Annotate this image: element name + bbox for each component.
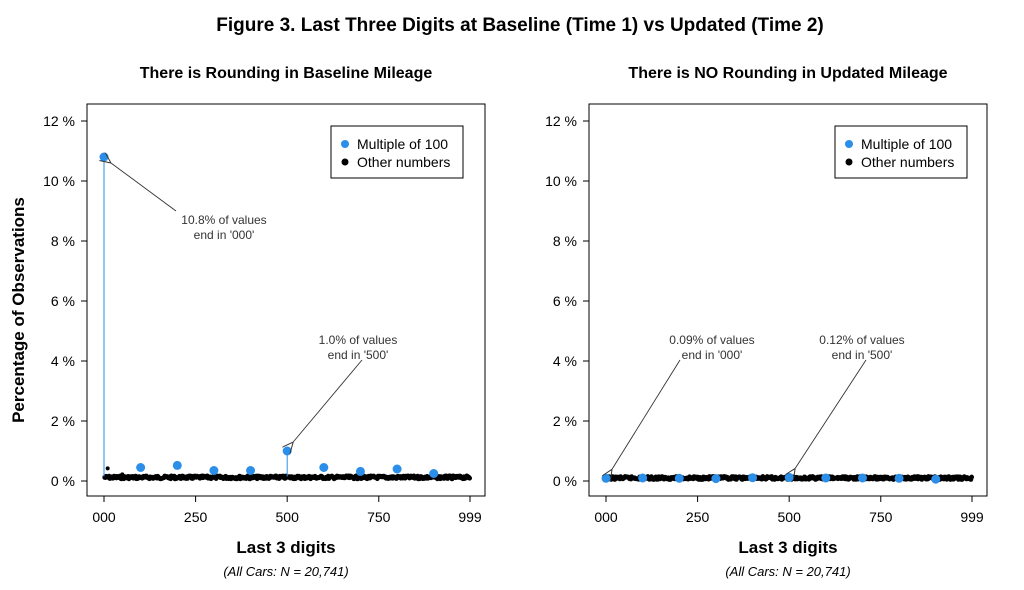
multiple-point: [246, 466, 256, 475]
y-tick-label: 10 %: [545, 173, 577, 189]
sample-note: (All Cars: N = 20,741): [725, 564, 850, 579]
multiple-point: [282, 446, 292, 456]
y-tick-label: 12 %: [545, 113, 577, 129]
x-tick-label: 000: [594, 509, 618, 525]
y-tick-label: 6 %: [51, 293, 75, 309]
multiple-point: [355, 466, 365, 476]
annotation-arrow: [795, 359, 867, 468]
other-point-spike: [120, 472, 125, 477]
x-axis-label: Last 3 digits: [738, 538, 837, 557]
y-tick-label: 12 %: [43, 113, 75, 129]
plot-frame: [588, 103, 988, 497]
sample-note: (All Cars: N = 20,741): [223, 564, 348, 579]
plot-frame: [86, 103, 486, 497]
figure-ylabel: Percentage of Observations: [9, 197, 28, 423]
annotation-label: 10.8% of values end in '000': [181, 213, 266, 242]
multiple-point: [601, 473, 611, 483]
legend-label-other: Other numbers: [357, 154, 450, 170]
x-tick-label: 999: [458, 509, 482, 525]
y-tick-label: 8 %: [51, 233, 75, 249]
other-point: [969, 474, 975, 480]
legend-marker-other: [341, 158, 349, 166]
x-tick-label: 750: [869, 509, 893, 525]
y-tick-label: 0 %: [51, 473, 75, 489]
y-tick-label: 10 %: [43, 173, 75, 189]
annotation-label: 1.0% of values end in '500': [319, 333, 398, 362]
x-tick-label: 750: [367, 509, 391, 525]
multiple-point: [857, 473, 867, 483]
legend-label-multiple: Multiple of 100: [357, 136, 448, 152]
legend-marker-other: [845, 158, 853, 166]
figure-title: Figure 3. Last Three Digits at Baseline …: [216, 15, 823, 36]
multiple-point: [392, 464, 402, 474]
multiple-point: [784, 472, 794, 482]
annotation-arrow: [111, 163, 177, 212]
multiple-point: [209, 466, 219, 475]
legend-marker-multiple: [341, 140, 349, 148]
x-tick-label: 500: [276, 509, 300, 525]
legend-box: [834, 125, 968, 179]
legend: Multiple of 100 Other numbers: [834, 125, 968, 179]
y-tick-label: 0 %: [553, 473, 577, 489]
legend-label-other: Other numbers: [861, 154, 954, 170]
annotation-arrow: [293, 359, 363, 442]
multiple-point: [674, 473, 684, 483]
x-tick-label: 500: [778, 509, 802, 525]
x-tick-label: 250: [184, 509, 208, 525]
legend: Multiple of 100 Other numbers: [330, 125, 464, 179]
panel-title: There is NO Rounding in Updated Mileage: [628, 65, 947, 82]
multiple-point: [894, 473, 904, 483]
multiple-point: [711, 474, 721, 484]
annotations: 0.09% of values end in '000' 0.12% of valu…: [612, 333, 905, 469]
y-tick-label: 4 %: [51, 353, 75, 369]
y-tick-label: 4 %: [553, 353, 577, 369]
panel-title: There is Rounding in Baseline Mileage: [140, 65, 433, 82]
panel-updated: There is NO Rounding in Updated Mileage …: [545, 65, 988, 579]
other-point-spike: [105, 466, 110, 471]
multiple-point: [931, 474, 941, 484]
multiple-point: [172, 460, 182, 470]
legend-box: [330, 125, 464, 179]
annotation-label: 0.12% of values end in '500': [819, 333, 904, 362]
other-point: [467, 475, 473, 481]
plot-marks: [601, 472, 975, 484]
multiple-point: [821, 473, 831, 483]
x-tick-label: 000: [92, 509, 116, 525]
x-axis-label: Last 3 digits: [236, 538, 335, 557]
y-axis: 0 % 2 % 4 % 6 % 8 % 10 % 12 %: [545, 113, 589, 489]
x-axis: 000 250 500 750 999: [594, 496, 984, 525]
annotation-label: 0.09% of values end in '000': [669, 333, 754, 362]
legend-label-multiple: Multiple of 100: [861, 136, 952, 152]
y-axis: 0 % 2 % 4 % 6 % 8 % 10 % 12 %: [43, 113, 87, 489]
multiple-point: [748, 473, 758, 483]
x-tick-label: 999: [960, 509, 984, 525]
panel-baseline: There is Rounding in Baseline Mileage 0 …: [43, 65, 486, 579]
y-tick-label: 6 %: [553, 293, 577, 309]
x-axis: 000 250 500 750 999: [92, 496, 482, 525]
x-tick-label: 250: [686, 509, 710, 525]
y-tick-label: 2 %: [51, 413, 75, 429]
annotations: 10.8% of values end in '000' 1.0% of value…: [111, 163, 397, 442]
multiple-point: [319, 463, 329, 472]
annotation-arrow: [612, 359, 681, 469]
multiple-point: [99, 152, 109, 162]
plot-marks: [99, 152, 473, 482]
y-tick-label: 2 %: [553, 413, 577, 429]
multiple-point: [429, 469, 439, 478]
multiple-point: [136, 463, 146, 472]
multiple-point: [638, 473, 648, 483]
legend-marker-multiple: [845, 140, 853, 148]
y-tick-label: 8 %: [553, 233, 577, 249]
